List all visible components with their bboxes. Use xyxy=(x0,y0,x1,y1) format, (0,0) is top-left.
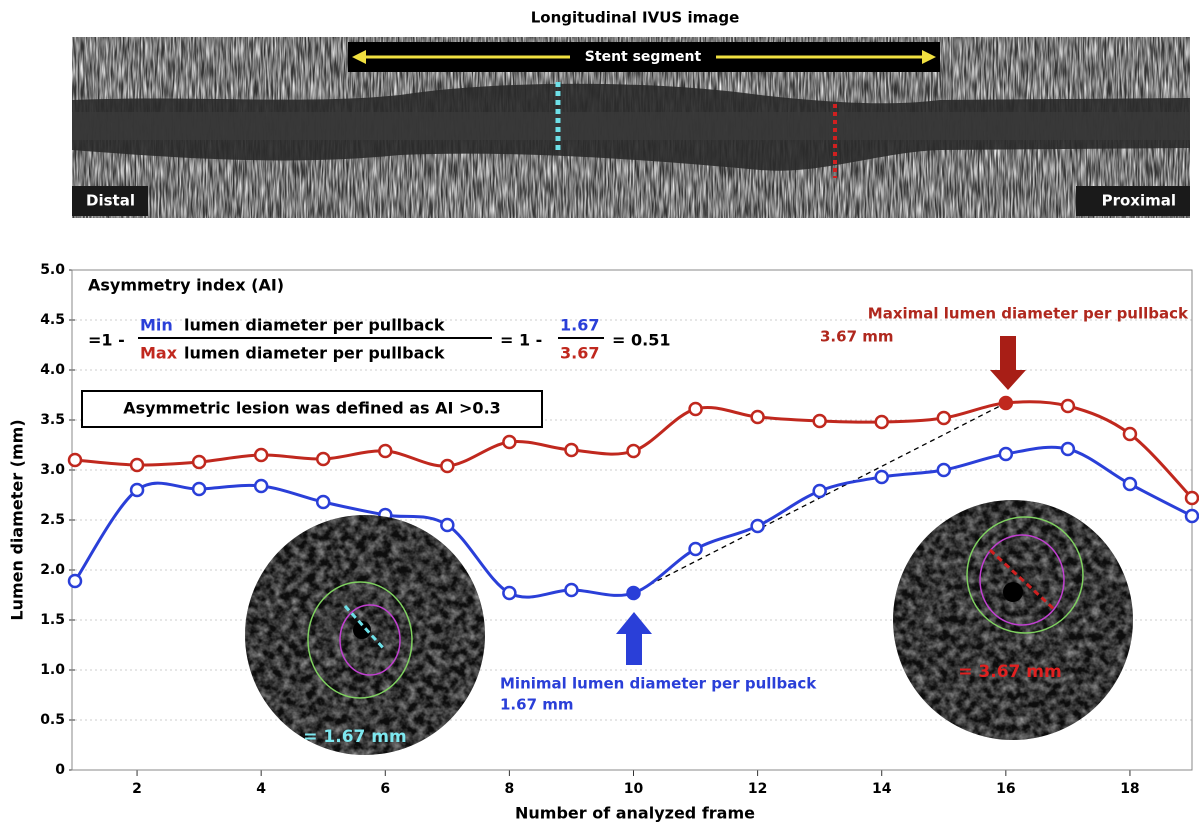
data-point xyxy=(503,587,515,599)
ivus-cross-min xyxy=(245,515,485,755)
data-point xyxy=(690,543,702,555)
data-point xyxy=(1124,428,1136,440)
data-point xyxy=(565,444,577,456)
y-tick-label: 1.5 xyxy=(40,612,65,628)
y-tick-label: 0 xyxy=(55,762,65,778)
data-point xyxy=(131,459,143,471)
data-point xyxy=(1062,443,1074,455)
data-point xyxy=(69,575,81,587)
data-point xyxy=(565,584,577,596)
ivus-title: Longitudinal IVUS image xyxy=(531,9,740,27)
data-point xyxy=(752,520,764,532)
data-point xyxy=(1000,397,1012,409)
y-tick-label: 3.0 xyxy=(40,462,65,478)
data-point xyxy=(628,445,640,457)
data-point xyxy=(752,411,764,423)
max-word: Max xyxy=(140,344,178,363)
min-label: Minimal lumen diameter per pullback xyxy=(500,675,817,693)
data-point xyxy=(876,471,888,483)
num: 1.67 xyxy=(560,316,599,335)
ivus-cross-max xyxy=(893,500,1133,740)
y-tick-label: 4.0 xyxy=(40,362,65,378)
y-tick-label: 1.0 xyxy=(40,662,65,678)
y-tick-label: 3.5 xyxy=(40,412,65,428)
proximal-label: Proximal xyxy=(1102,192,1176,210)
data-point xyxy=(317,453,329,465)
data-point xyxy=(193,483,205,495)
data-point xyxy=(1186,492,1198,504)
min-value: 1.67 mm xyxy=(500,696,574,714)
x-tick-label: 10 xyxy=(624,781,644,797)
x-tick-label: 12 xyxy=(748,781,767,797)
data-point xyxy=(379,445,391,457)
max-arrow xyxy=(990,336,1026,390)
data-point xyxy=(1124,478,1136,490)
stent-label: Stent segment xyxy=(585,49,702,65)
numerator-text: lumen diameter per pullback xyxy=(184,316,445,335)
x-tick-label: 18 xyxy=(1120,781,1139,797)
max-img-label: = 3.67 mm xyxy=(958,662,1061,682)
y-tick-label: 4.5 xyxy=(40,312,65,328)
y-axis-title: Lumen diameter (mm) xyxy=(8,419,27,620)
x-tick-label: 8 xyxy=(505,781,515,797)
data-point xyxy=(876,416,888,428)
result: = 0.51 xyxy=(612,331,670,350)
data-point xyxy=(131,484,143,496)
data-point xyxy=(441,460,453,472)
eq2: = 1 - xyxy=(500,331,542,350)
data-point xyxy=(938,464,950,476)
eq1: =1 - xyxy=(88,331,125,350)
x-axis-title: Number of analyzed frame xyxy=(515,804,755,823)
max-label: Maximal lumen diameter per pullback xyxy=(868,305,1189,323)
data-point xyxy=(193,456,205,468)
data-point xyxy=(814,415,826,427)
min-img-label: = 1.67 mm xyxy=(303,727,406,747)
data-point xyxy=(69,454,81,466)
ai-title: Asymmetry index (AI) xyxy=(88,276,284,295)
data-point xyxy=(317,496,329,508)
data-point xyxy=(814,485,826,497)
denominator-text: lumen diameter per pullback xyxy=(184,344,445,363)
data-point xyxy=(255,480,267,492)
x-tick-label: 4 xyxy=(256,781,266,797)
min-word: Min xyxy=(140,316,173,335)
figure: Longitudinal IVUS image Stent segment Di… xyxy=(0,0,1199,826)
data-point xyxy=(255,449,267,461)
y-tick-label: 2.0 xyxy=(40,562,65,578)
y-tick-label: 0.5 xyxy=(40,712,65,728)
x-tick-label: 14 xyxy=(872,781,892,797)
y-tick-label: 5.0 xyxy=(40,262,65,278)
y-tick-label: 2.5 xyxy=(40,512,65,528)
max-value: 3.67 mm xyxy=(820,328,894,346)
data-point xyxy=(628,587,640,599)
data-point xyxy=(441,519,453,531)
data-point xyxy=(503,436,515,448)
x-tick-label: 2 xyxy=(132,781,142,797)
distal-label: Distal xyxy=(86,192,135,210)
x-tick-label: 6 xyxy=(380,781,390,797)
data-point xyxy=(1186,510,1198,522)
data-point xyxy=(1000,448,1012,460)
data-point xyxy=(1062,400,1074,412)
x-tick-label: 16 xyxy=(996,781,1015,797)
den: 3.67 xyxy=(560,344,599,363)
definition: Asymmetric lesion was defined as AI >0.3 xyxy=(123,399,501,418)
data-point xyxy=(690,403,702,415)
data-point xyxy=(938,412,950,424)
page: Longitudinal IVUS image Stent segment Di… xyxy=(0,0,1199,826)
